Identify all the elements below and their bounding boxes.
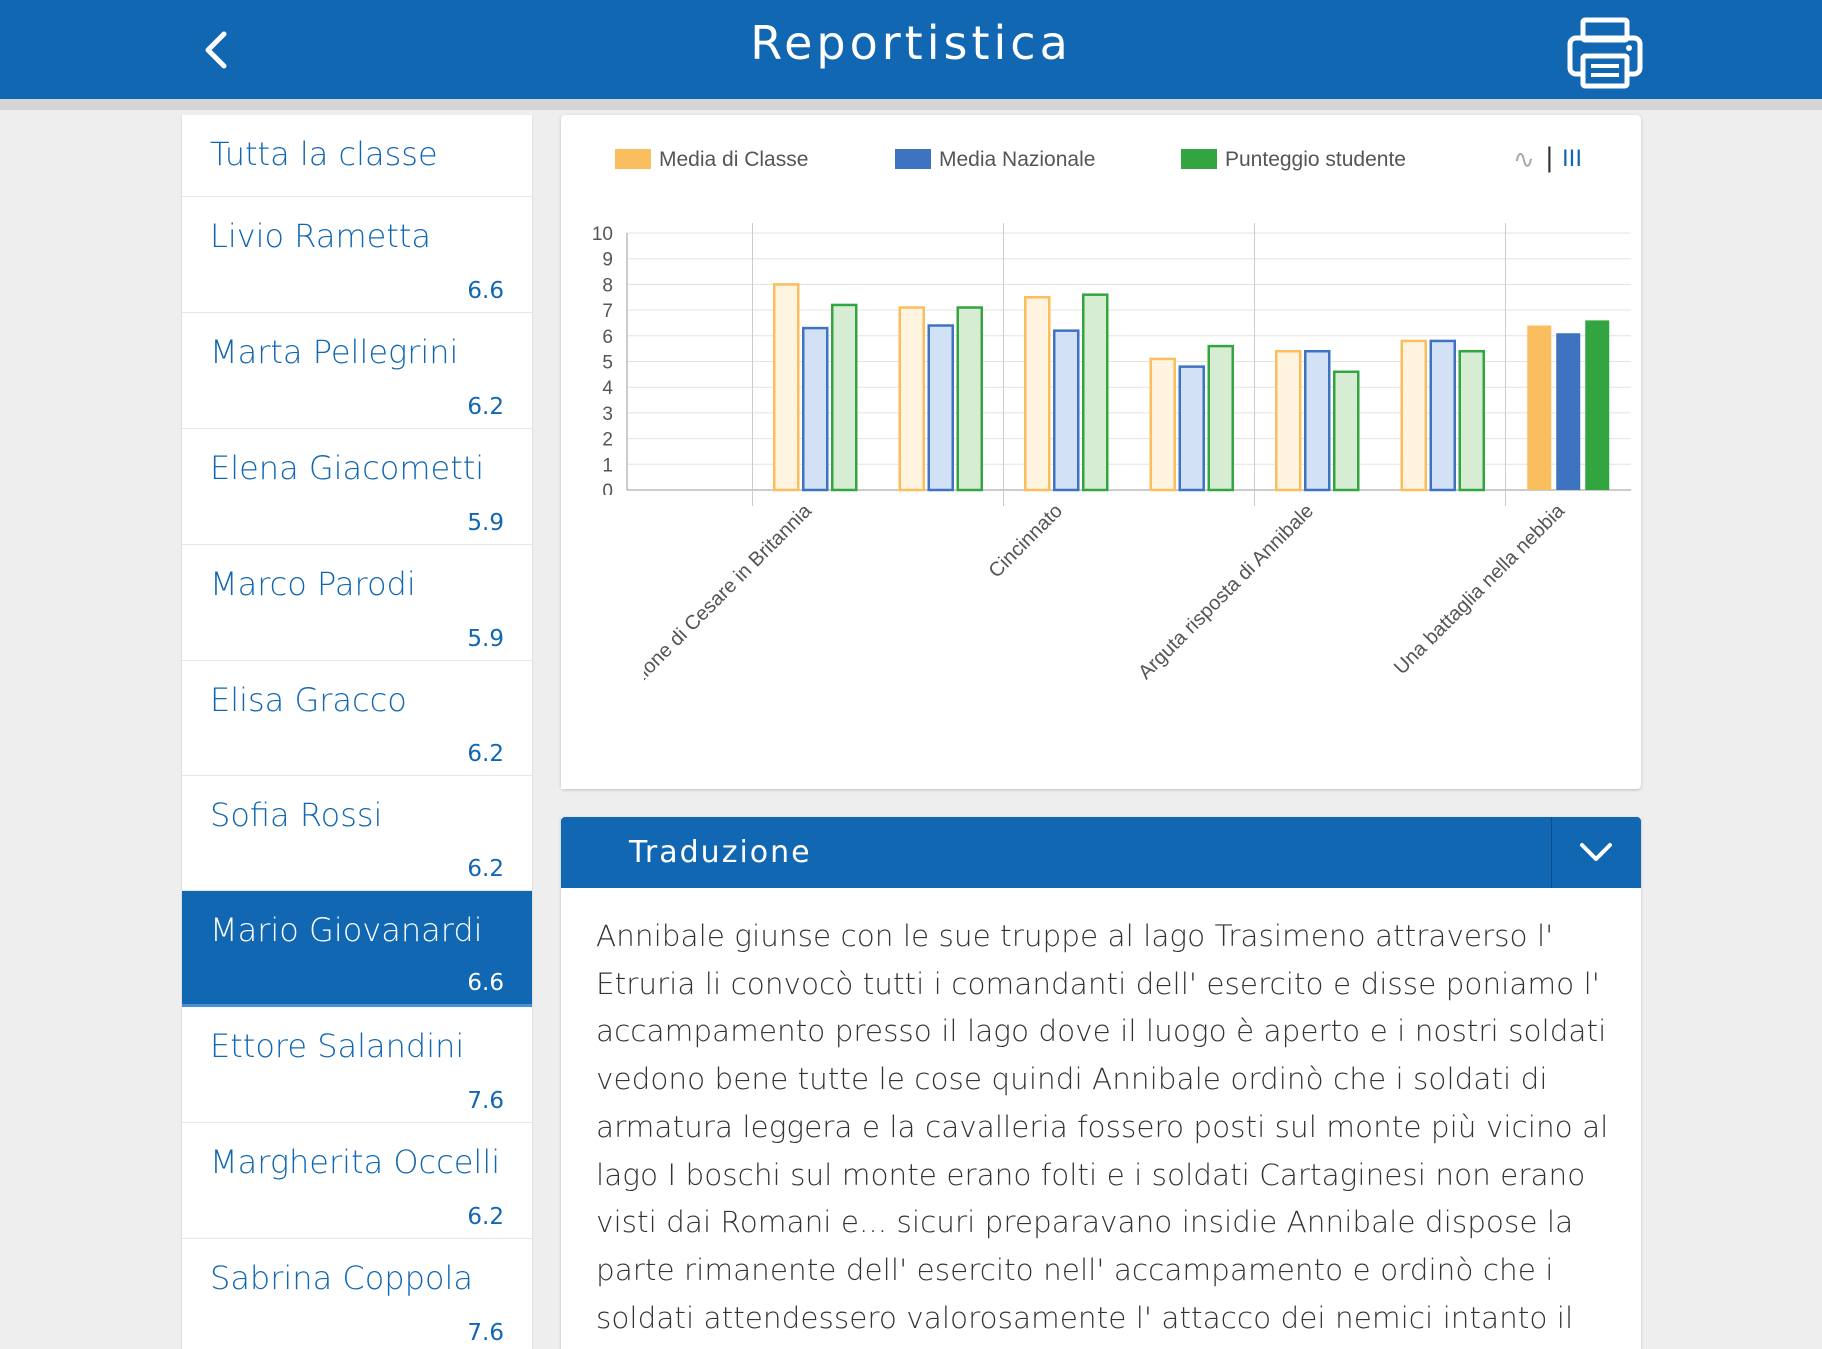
legend-swatch[interactable] [895, 149, 931, 169]
y-tick-label: 8 [602, 275, 613, 296]
translation-line: Etruria li convocò tutti i comandanti de… [596, 961, 1611, 1009]
chart-bar[interactable] [803, 328, 827, 490]
page-title: Reportistica [0, 16, 1822, 70]
x-tick-label: Una battaglia nella nebbia [1390, 499, 1570, 679]
chart-bar[interactable] [1402, 341, 1426, 490]
legend-swatch[interactable] [615, 149, 651, 169]
chart-bar[interactable] [1585, 320, 1609, 490]
student-score: 6.6 [467, 970, 504, 996]
translation-text: Annibale giunse con le sue truppe al lag… [596, 913, 1611, 1342]
sidebar-item-whole-class[interactable]: Tutta la classe [182, 115, 532, 197]
chart-bar[interactable] [1025, 297, 1049, 490]
y-tick-label: 9 [602, 250, 613, 271]
translation-title: Traduzione [629, 835, 812, 870]
student-name: Marta Pellegrini [210, 333, 458, 371]
chart-bar[interactable] [1209, 346, 1233, 490]
sidebar-item-student[interactable]: Margherita Occelli 6.2 [182, 1123, 532, 1239]
legend-label[interactable]: Punteggio studente [1225, 148, 1406, 171]
student-score: 6.6 [467, 278, 504, 304]
chart-bar[interactable] [1556, 333, 1580, 490]
sidebar-item-student[interactable]: Sabrina Coppola 7.6 [182, 1239, 532, 1349]
student-name: Sabrina Coppola [210, 1259, 473, 1297]
student-name: Sofia Rossi [210, 796, 382, 834]
student-score: 5.9 [467, 626, 504, 652]
y-tick-label: 5 [602, 353, 613, 374]
student-name: Elena Giacometti [210, 449, 484, 487]
chart-bar[interactable] [832, 305, 856, 490]
chevron-down-icon [1552, 817, 1641, 888]
student-name: Livio Rametta [210, 217, 431, 255]
chart-bar[interactable] [958, 308, 982, 490]
student-score: 6.2 [467, 856, 504, 882]
sidebar-item-student[interactable]: Livio Rametta 6.6 [182, 197, 532, 313]
translation-header: Traduzione [561, 817, 1641, 888]
sidebar-item-student[interactable]: Marta Pellegrini 6.2 [182, 313, 532, 429]
x-tick-label: Arguta risposta di Annibale [1134, 500, 1318, 684]
bar-chart-toggle-icon[interactable]: III [1562, 145, 1582, 172]
sidebar-item-student[interactable]: Ettore Salandini 7.6 [182, 1007, 532, 1123]
student-name: Mario Giovanardi [210, 911, 483, 949]
chart-bar[interactable] [1180, 367, 1204, 490]
chart-card: Media di Classe Media Nazionale Punteggio … [561, 115, 1641, 789]
label-clip-mask [561, 495, 644, 789]
line-chart-toggle-icon[interactable]: ∿ [1513, 145, 1535, 175]
student-score: 6.2 [467, 1204, 504, 1230]
student-score: 7.6 [467, 1320, 504, 1346]
y-tick-label: 3 [602, 404, 613, 425]
translation-line: accampamento presso il lago dove il luog… [596, 1008, 1611, 1056]
y-tick-label: 7 [602, 301, 613, 322]
chart-bar[interactable] [1334, 372, 1358, 490]
y-tick-label: 4 [602, 378, 613, 399]
translation-line: armatura leggera e la cavalleria fossero… [596, 1104, 1611, 1152]
student-name: Ettore Salandini [210, 1027, 464, 1065]
chart-bar[interactable] [1151, 359, 1175, 490]
printer-icon [1567, 16, 1643, 90]
translation-line: vedono bene tutte le cose quindi Annibal… [596, 1056, 1611, 1104]
legend-label[interactable]: Media Nazionale [939, 148, 1095, 171]
chart-bar[interactable] [1276, 351, 1300, 490]
student-list: Tutta la classe Livio Rametta 6.6 Marta Pe… [182, 115, 532, 1349]
sidebar-item-student[interactable]: Mario Giovanardi 6.6 [182, 891, 532, 1007]
translation-panel: Traduzione Annibale giunse con le sue tr… [561, 817, 1641, 1349]
top-bar: Reportistica [0, 0, 1822, 110]
chart-bar[interactable] [1083, 295, 1107, 490]
y-tick-label: 6 [602, 327, 613, 348]
translation-line: Annibale giunse con le sue truppe al lag… [596, 913, 1611, 961]
sidebar-item-student[interactable]: Marco Parodi 5.9 [182, 545, 532, 661]
student-score: 6.2 [467, 741, 504, 767]
legend-swatch[interactable] [1181, 149, 1217, 169]
toggle-separator: | [1545, 143, 1554, 173]
chart-bar[interactable] [1431, 341, 1455, 490]
sidebar-item-label: Tutta la classe [210, 135, 438, 173]
sidebar-item-student[interactable]: Elisa Gracco 6.2 [182, 661, 532, 776]
print-button[interactable] [1567, 16, 1643, 90]
translation-line: parte rimanente dell' esercito nell' acc… [596, 1247, 1611, 1295]
student-name: Marco Parodi [210, 565, 416, 603]
student-name: Margherita Occelli [210, 1143, 500, 1181]
student-score: 6.2 [467, 394, 504, 420]
chart-bar[interactable] [900, 308, 924, 490]
y-tick-label: 10 [592, 224, 613, 245]
chart-bar[interactable] [929, 326, 953, 490]
translation-line: soldati attendessero valorosamente l' at… [596, 1295, 1611, 1343]
y-tick-label: 2 [602, 430, 613, 451]
collapse-toggle-button[interactable] [1552, 817, 1641, 888]
chart-bar[interactable] [1305, 351, 1329, 490]
translation-line: lago I boschi sul monte erano folti e i … [596, 1152, 1611, 1200]
x-tick-label: Cincinnato [985, 500, 1067, 582]
chart-bar[interactable] [1527, 326, 1551, 490]
chart-bar[interactable] [1460, 351, 1484, 490]
student-name: Elisa Gracco [210, 681, 407, 719]
student-score: 5.9 [467, 510, 504, 536]
translation-line: visti dai Romani e... sicuri preparavano… [596, 1199, 1611, 1247]
sidebar-item-student[interactable]: Sofia Rossi 6.2 [182, 776, 532, 891]
bar-chart: Media di Classe Media Nazionale Punteggio … [561, 115, 1641, 789]
chart-bar[interactable] [1054, 331, 1078, 490]
legend-label[interactable]: Media di Classe [659, 148, 808, 171]
student-score: 7.6 [467, 1088, 504, 1114]
y-tick-label: 1 [602, 455, 613, 476]
chart-bar[interactable] [774, 284, 798, 490]
sidebar-item-student[interactable]: Elena Giacometti 5.9 [182, 429, 532, 545]
